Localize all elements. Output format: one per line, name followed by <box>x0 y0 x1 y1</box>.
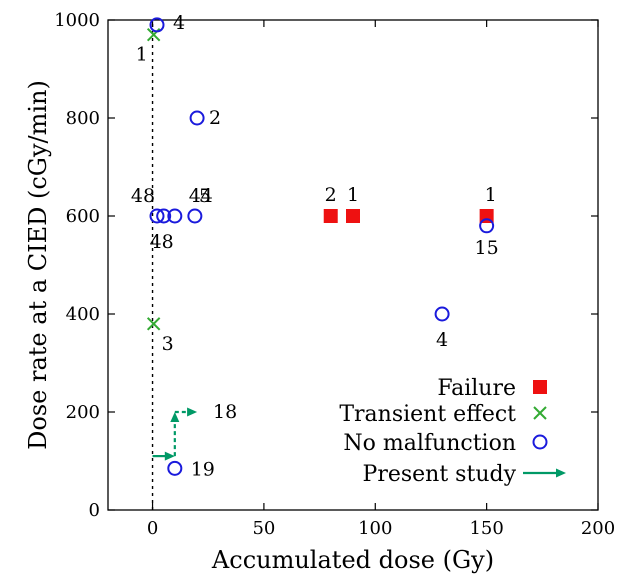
data-label: 3 <box>162 333 174 355</box>
present-study-arrow-head <box>164 451 175 461</box>
transient-effect-point-stroke-b <box>146 317 161 331</box>
no-malfunction-point <box>149 208 165 224</box>
data-label: 2 <box>209 107 221 129</box>
no-malfunction-point <box>189 110 205 126</box>
x-tick-label: 200 <box>581 518 615 539</box>
data-label: 1 <box>485 184 497 206</box>
data-label: 4 <box>436 329 448 351</box>
x-tick-label: 150 <box>469 518 503 539</box>
legend-label: Failure <box>437 376 516 401</box>
legend-marker <box>533 406 547 420</box>
legend-label: Transient effect <box>339 402 516 427</box>
data-label: 2 <box>325 184 337 206</box>
data-label: 1 <box>136 44 148 66</box>
y-tick-label: 400 <box>66 304 100 325</box>
y-tick-label: 0 <box>89 500 100 521</box>
y-tick-label: 800 <box>66 108 100 129</box>
data-label: 4 <box>173 12 185 34</box>
y-axis-title: Dose rate at a CIED (cGy/min) <box>24 80 52 450</box>
data-label: 48 <box>150 231 174 253</box>
no-malfunction-point <box>434 306 450 322</box>
legend-label: No malfunction <box>343 431 516 456</box>
present-study-arrow-head <box>170 412 180 422</box>
legend-marker <box>533 380 547 394</box>
legend-marker-stroke-b <box>533 406 547 420</box>
legend-marker <box>532 434 548 450</box>
data-label: 18 <box>213 401 237 423</box>
failure-point <box>346 209 360 223</box>
x-tick-label: 50 <box>252 518 275 539</box>
y-tick-label: 200 <box>66 402 100 423</box>
x-axis-title: Accumulated dose (Gy) <box>211 546 494 574</box>
transient-effect-point <box>146 317 161 331</box>
data-label: 44 <box>189 185 213 207</box>
data-label: 15 <box>475 237 499 259</box>
no-malfunction-point <box>156 208 172 224</box>
plot-frame <box>107 19 599 511</box>
present-study-arrow-head <box>187 407 198 417</box>
y-tick-label: 1000 <box>54 10 100 31</box>
no-malfunction-point <box>479 218 495 234</box>
no-malfunction-point <box>149 17 165 33</box>
no-malfunction-point <box>167 208 183 224</box>
legend-label: Present study <box>363 462 517 487</box>
legend-marker-arrow-head <box>556 468 566 478</box>
x-tick-label: 100 <box>358 518 392 539</box>
no-malfunction-point <box>167 460 183 476</box>
no-malfunction-point <box>187 208 203 224</box>
data-label: 48 <box>131 185 155 207</box>
x-tick-label: 0 <box>147 518 158 539</box>
failure-point <box>323 209 338 223</box>
data-label: 19 <box>191 458 215 480</box>
data-label: 5 <box>199 185 211 207</box>
y-tick-label: 600 <box>66 206 100 227</box>
data-label: 1 <box>347 184 359 206</box>
